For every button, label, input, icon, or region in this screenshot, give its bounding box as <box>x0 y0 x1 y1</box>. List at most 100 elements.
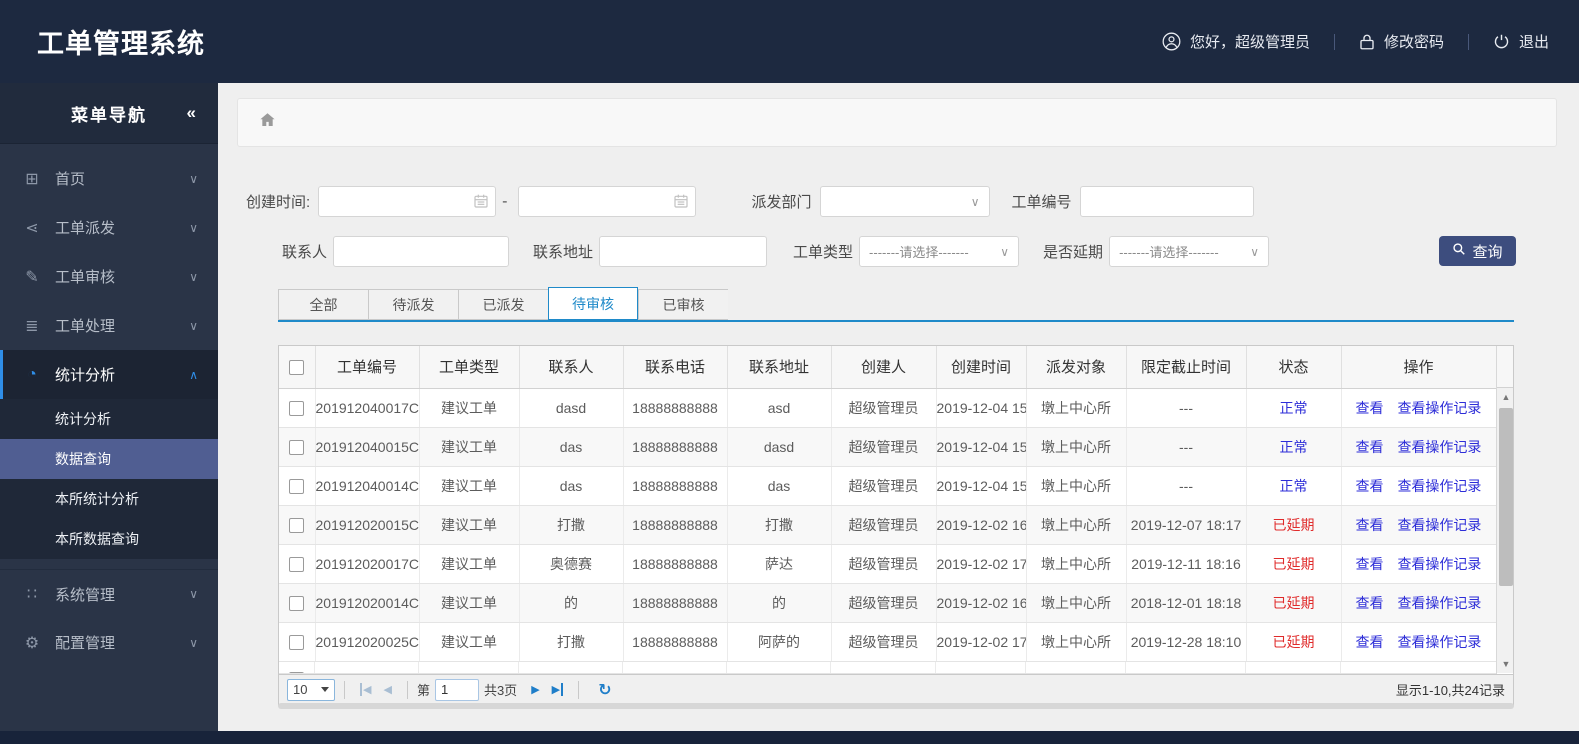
view-link[interactable]: 查看 <box>1355 555 1384 572</box>
calendar-icon[interactable] <box>473 193 489 214</box>
horizontal-scrollbar-thumb[interactable] <box>278 703 1514 709</box>
last-page-button[interactable]: ▶ <box>552 683 564 696</box>
view-log-link[interactable]: 查看操作记录 <box>1397 594 1482 611</box>
view-log-link[interactable]: 查看操作记录 <box>1397 477 1482 494</box>
overdue-value: -------请选择------- <box>1119 245 1219 260</box>
view-link[interactable]: 查看 <box>1355 633 1384 650</box>
sidebar-collapse-icon[interactable]: « <box>186 103 196 122</box>
sidebar-item[interactable]: ⊞ 首页 ∨ <box>0 154 218 203</box>
first-page-button[interactable]: ◀ <box>360 683 371 696</box>
calendar-icon[interactable] <box>673 193 689 214</box>
order-type-select[interactable]: -------请选择------- ∨ <box>859 236 1020 267</box>
view-link[interactable]: 查看 <box>1355 477 1384 494</box>
status-cell: 正常 <box>1246 466 1342 506</box>
next-page-button[interactable]: ▶ <box>531 684 540 696</box>
view-link[interactable]: 查看 <box>1355 438 1384 455</box>
order-no-cell: 201912040014C <box>315 466 420 506</box>
prev-page-button[interactable]: ◀ <box>383 684 392 696</box>
row-checkbox[interactable] <box>289 595 305 611</box>
sidebar-item[interactable]: 统计分析 <box>0 399 218 439</box>
horizontal-scrollbar[interactable] <box>278 703 1514 710</box>
address-cell: dasd <box>727 427 832 467</box>
row-checkbox[interactable] <box>289 517 305 533</box>
phone-cell: 18888888888 <box>623 505 728 545</box>
page-size-select[interactable]: 10 <box>287 678 335 701</box>
menu-item-icon: ⋖ <box>25 219 39 237</box>
status-tab[interactable]: 待派发 <box>368 289 458 320</box>
row-checkbox[interactable] <box>289 439 305 455</box>
sidebar-item[interactable]: ∷ 系统管理 ∨ <box>0 569 218 618</box>
status-tab[interactable]: 已派发 <box>458 289 548 320</box>
scrollbar-thumb[interactable] <box>1499 408 1513 586</box>
row-checkbox[interactable] <box>289 634 305 650</box>
create-time-start-input[interactable] <box>318 186 497 217</box>
view-log-link[interactable]: 查看操作记录 <box>1397 438 1482 455</box>
order-type-value: -------请选择------- <box>869 245 969 260</box>
status-tab[interactable]: 已审核 <box>638 289 728 320</box>
sidebar-item[interactable]: 数据查询 <box>0 439 218 479</box>
sidebar-item[interactable]: ≣ 工单处理 ∨ <box>0 301 218 350</box>
address-cell: 阿萨的 <box>727 622 832 662</box>
status-tab[interactable]: 全部 <box>278 289 368 320</box>
row-select-cell <box>279 583 316 623</box>
page-number-input[interactable] <box>434 678 479 701</box>
view-log-link[interactable]: 查看操作记录 <box>1397 555 1482 572</box>
order-type-cell: 建议工单 <box>419 544 520 584</box>
create-time-end-input[interactable] <box>517 186 696 217</box>
created-time-cell: 2019-12-02 16 <box>936 505 1027 545</box>
order-type-cell: 建议工单 <box>419 583 520 623</box>
select-all-checkbox[interactable] <box>289 359 305 375</box>
dispatch-target-cell: 墩上中心所 <box>1026 466 1127 506</box>
address-input[interactable] <box>599 236 768 267</box>
row-checkbox[interactable] <box>289 671 304 673</box>
view-link[interactable]: 查看 <box>1355 399 1384 416</box>
row-select-cell <box>279 622 316 662</box>
row-select-cell <box>279 505 316 545</box>
phone-cell: 18888888888 <box>623 427 728 467</box>
sidebar-item[interactable]: ⋖ 工单派发 ∨ <box>0 203 218 252</box>
view-log-link[interactable]: 查看操作记录 <box>1397 633 1482 650</box>
menu-item-label: 本所数据查询 <box>55 531 139 547</box>
row-checkbox[interactable] <box>289 400 305 416</box>
home-icon[interactable] <box>258 111 277 134</box>
sidebar-item[interactable]: ◔ 统计分析 ∧ <box>0 350 218 399</box>
sidebar-item[interactable]: 本所统计分析 <box>0 479 218 519</box>
scroll-up-icon[interactable]: ▲ <box>1501 392 1511 402</box>
sidebar-item[interactable]: ⚙ 配置管理 ∨ <box>0 618 218 667</box>
status-cell: 正常 <box>1246 427 1342 467</box>
row-checkbox[interactable] <box>289 556 305 572</box>
tab-label: 待派发 <box>392 296 435 313</box>
menu-item-label: 工单处理 <box>55 318 116 335</box>
status-badge: 正常 <box>1279 399 1308 416</box>
row-checkbox[interactable] <box>289 478 305 494</box>
view-link[interactable]: 查看 <box>1355 516 1384 533</box>
status-badge: 已延期 <box>1272 594 1315 611</box>
status-badge: 已延期 <box>1272 516 1315 533</box>
contact-input[interactable] <box>333 236 510 267</box>
logout-button[interactable]: 退出 <box>1493 31 1549 52</box>
address-cell: 打撒 <box>727 505 832 545</box>
sidebar-item[interactable]: ✎ 工单审核 ∨ <box>0 252 218 301</box>
dispatch-dept-select[interactable]: ∨ <box>819 186 990 217</box>
status-tab[interactable]: 待审核 <box>548 287 638 320</box>
change-password-button[interactable]: 修改密码 <box>1359 31 1444 52</box>
view-log-link[interactable]: 查看操作记录 <box>1397 516 1482 533</box>
refresh-icon[interactable]: ↻ <box>598 681 612 699</box>
deadline-cell: --- <box>1126 388 1247 428</box>
creator-cell: 超级管理员 <box>831 427 937 467</box>
main-content: 创建时间: - 派发部门 <box>218 83 1579 731</box>
order-no-input[interactable] <box>1079 186 1254 217</box>
view-link[interactable]: 查看 <box>1355 594 1384 611</box>
work-order-grid: 工单编号 工单类型 联系人 联系电话 联系地址 创建人 <box>278 345 1514 706</box>
table-row: 201912020014C 建议工单 的 18888888888 的 超级管理员… <box>279 583 1497 623</box>
overdue-select[interactable]: -------请选择------- ∨ <box>1109 236 1270 267</box>
total-pages-label: 共3页 <box>483 683 518 698</box>
sidebar-item[interactable]: 本所数据查询 <box>0 519 218 559</box>
user-icon <box>1162 32 1181 51</box>
search-button[interactable]: 查询 <box>1439 236 1516 266</box>
view-log-link[interactable]: 查看操作记录 <box>1397 399 1482 416</box>
scrollbar-track[interactable]: ▲ ▼ <box>1497 388 1513 673</box>
change-password-label: 修改密码 <box>1383 34 1444 51</box>
scroll-down-icon[interactable]: ▼ <box>1501 659 1511 669</box>
dispatch-target-cell: 墩上中心所 <box>1026 544 1127 584</box>
